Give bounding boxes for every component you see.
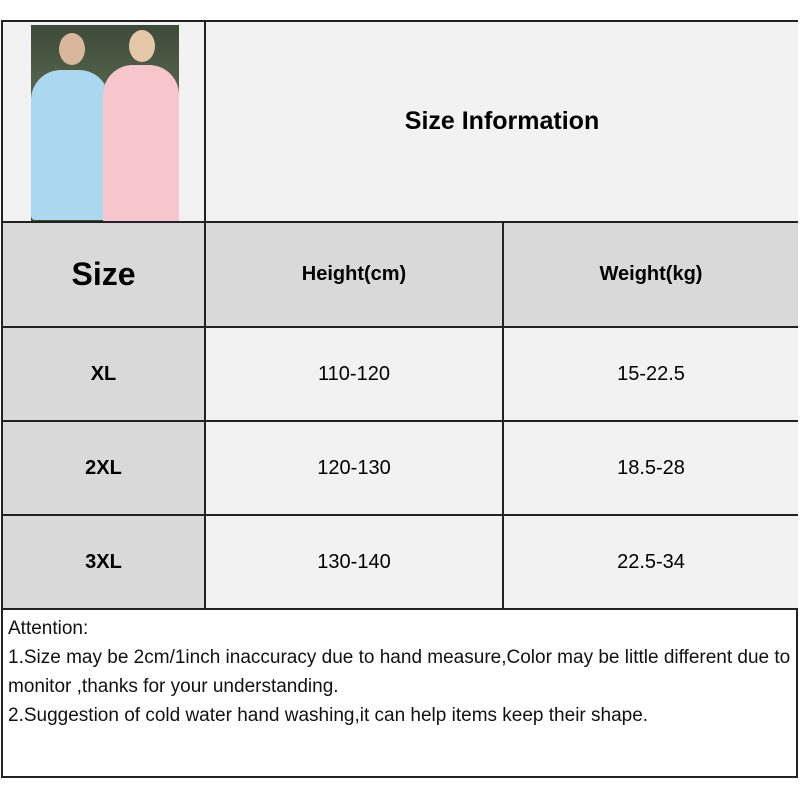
- note-line-2: 2.Suggestion of cold water hand washing,…: [8, 705, 649, 726]
- page-title: Size Information: [404, 107, 600, 135]
- notes-heading: Attention:: [8, 618, 89, 639]
- table-row-weight: 22.5-34: [504, 516, 798, 610]
- size-table: Size Information Size Height(cm) Weight(…: [1, 20, 798, 778]
- table-row-height: 130-140: [206, 516, 504, 610]
- table-row-size: 2XL: [3, 422, 206, 516]
- table-row-size: XL: [3, 328, 206, 422]
- header-height: Height(cm): [206, 223, 504, 328]
- table-row-height: 110-120: [206, 328, 504, 422]
- table-row-weight: 15-22.5: [504, 328, 798, 422]
- table-row-size: 3XL: [3, 516, 206, 610]
- photo-cell: [3, 22, 206, 223]
- product-photo: [31, 25, 179, 221]
- table-row-height: 120-130: [206, 422, 504, 516]
- attention-notes: Attention: 1.Size may be 2cm/1inch inacc…: [3, 610, 796, 776]
- title-cell: Size Information: [206, 22, 798, 223]
- note-line-1: 1.Size may be 2cm/1inch inaccuracy due t…: [8, 647, 791, 697]
- header-weight: Weight(kg): [504, 223, 798, 328]
- header-size: Size: [3, 223, 206, 328]
- table-row-weight: 18.5-28: [504, 422, 798, 516]
